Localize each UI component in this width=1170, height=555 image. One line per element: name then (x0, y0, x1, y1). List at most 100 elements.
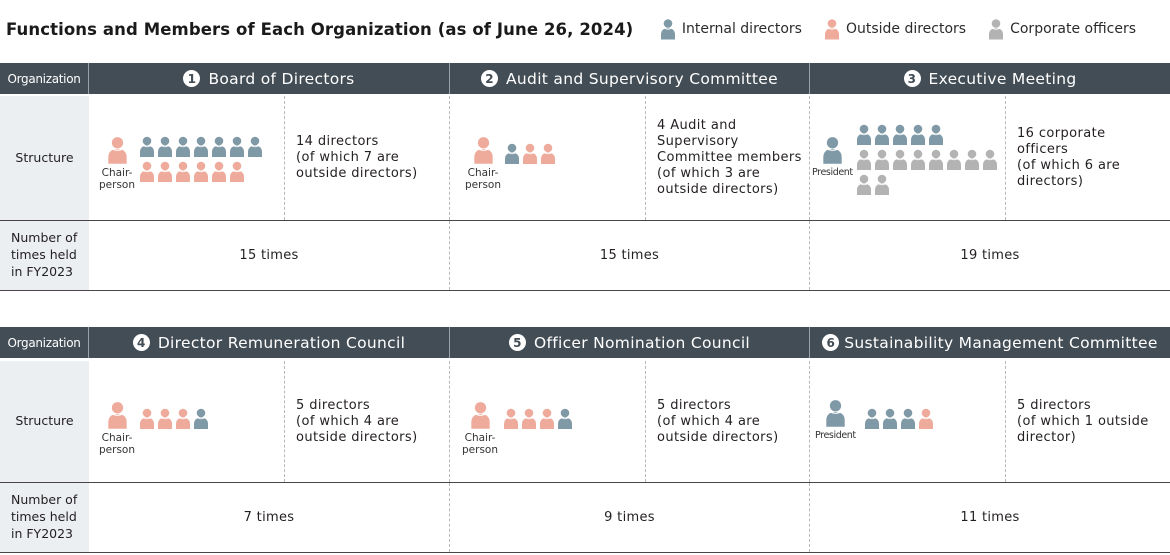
officer-member-icon (856, 174, 872, 195)
officer-member-icon (874, 149, 890, 170)
outside-member-icon (521, 408, 537, 429)
structure-cell: President 5 directors (of which 1 outsid… (810, 361, 1170, 482)
count-label-text: Number of times held in FY2023 (11, 230, 78, 279)
internal-member-icon (157, 136, 173, 157)
person-icon (194, 136, 208, 157)
person-icon (140, 136, 154, 157)
org-name: Director Remuneration Council (157, 333, 406, 352)
count-row: Number of times held in FY2023 15 times … (0, 221, 1170, 291)
member-icons: Chair- person (450, 96, 646, 220)
member-icons: Chair- person (450, 361, 646, 482)
structure-cell: Chair- person 4 Audit and Supervisory Co… (450, 96, 810, 220)
structure-description: 16 corporate officers (of which 6 are di… (1017, 126, 1121, 189)
header-row: Organization 4 Director Remuneration Coun… (0, 327, 1170, 358)
structure-description: 5 directors (of which 4 are outside dire… (296, 397, 418, 445)
number-badge-icon: 5 (508, 334, 526, 351)
leader-caption: Chair- person (99, 432, 135, 456)
org-name: Sustainability Management Committee (844, 333, 1158, 352)
person-icon (107, 402, 127, 429)
member-icons: President (810, 96, 1006, 220)
legend-officer: Corporate officers (988, 18, 1136, 40)
member-grid (856, 124, 1000, 195)
person-icon (176, 161, 190, 182)
number-badge-icon: 2 (481, 70, 499, 87)
outside-member-icon (139, 408, 155, 429)
times-held: 11 times (960, 510, 1020, 525)
structure-cell: Chair- person 5 directors (of which 4 ar… (450, 361, 810, 482)
person-icon (857, 174, 871, 195)
structure-cell: Chair- person 14 directors (of which 7 a… (89, 96, 450, 220)
person-icon (875, 174, 889, 195)
times-held: 15 times (450, 221, 810, 290)
internal-member-icon (882, 408, 898, 429)
leader-caption: Chair- person (99, 167, 135, 191)
officer-member-icon (874, 174, 890, 195)
internal-member-icon (557, 408, 573, 429)
person-icon (865, 408, 879, 429)
legend-internal: Internal directors (660, 18, 802, 40)
person-icon (470, 402, 490, 429)
person-icon (660, 19, 675, 40)
person-icon (911, 124, 925, 145)
times-held: 9 times (450, 483, 810, 552)
leader: Chair- person (99, 136, 135, 191)
person-icon (857, 149, 871, 170)
times-held: 15 times (89, 221, 450, 290)
person-icon (158, 408, 172, 429)
count-label: Number of times held in FY2023 (0, 483, 89, 552)
officer-member-icon (982, 149, 998, 170)
officer-member-icon (892, 149, 908, 170)
org-name: Executive Meeting (928, 69, 1077, 88)
person-icon (541, 143, 555, 164)
person-icon (540, 408, 554, 429)
structure-row: Structure Chair- person 14 directors (of… (0, 96, 1170, 221)
organization-label: Organization (0, 327, 89, 358)
outside-member-icon (175, 161, 191, 182)
person-icon (823, 137, 842, 164)
leader-caption: President (812, 167, 853, 178)
person-icon (824, 19, 839, 40)
person-icon (857, 124, 871, 145)
person-icon (473, 137, 493, 164)
leader: Chair- person (99, 401, 135, 456)
internal-member-icon (193, 408, 209, 429)
person-icon (505, 143, 519, 164)
outside-member-icon (193, 161, 209, 182)
organization-table-1: Organization 1 Board of Directors 2 Audit … (0, 63, 1170, 291)
person-icon (883, 408, 897, 429)
officer-member-icon (856, 149, 872, 170)
member-icons: Chair- person (89, 361, 285, 482)
count-row: Number of times held in FY2023 7 times 9… (0, 483, 1170, 553)
leader-caption: Chair- person (462, 432, 498, 456)
structure-row: Structure Chair- person 5 directors (of … (0, 361, 1170, 483)
internal-member-icon (892, 124, 908, 145)
person-icon (194, 408, 208, 429)
leader-caption: Chair- person (465, 167, 501, 191)
page-title: Functions and Members of Each Organizati… (6, 20, 634, 39)
person-icon (107, 137, 127, 164)
header-row: Organization 1 Board of Directors 2 Audit … (0, 63, 1170, 94)
internal-member-icon (910, 124, 926, 145)
legend-label: Internal directors (681, 21, 802, 37)
person-icon (176, 136, 190, 157)
person-icon (826, 400, 845, 427)
structure-label: Structure (0, 361, 89, 482)
structure-description: 5 directors (of which 1 outside director… (1017, 397, 1149, 445)
number-badge-icon: 4 (132, 334, 150, 351)
person-icon (983, 149, 997, 170)
leader: President (812, 136, 853, 179)
person-icon (911, 149, 925, 170)
internal-member-icon (193, 136, 209, 157)
person-icon (929, 124, 943, 145)
times-held: 7 times (89, 483, 450, 552)
outside-member-icon (918, 408, 934, 429)
member-grid (139, 136, 265, 182)
outside-member-icon (157, 408, 173, 429)
outside-member-icon (503, 408, 519, 429)
structure-description: 5 directors (of which 4 are outside dire… (657, 397, 779, 445)
legend-outside: Outside directors (824, 18, 966, 40)
outside-member-icon (539, 408, 555, 429)
count-label: Number of times held in FY2023 (0, 221, 89, 290)
structure-description: 4 Audit and Supervisory Committee member… (657, 118, 802, 197)
person-icon (248, 136, 262, 157)
